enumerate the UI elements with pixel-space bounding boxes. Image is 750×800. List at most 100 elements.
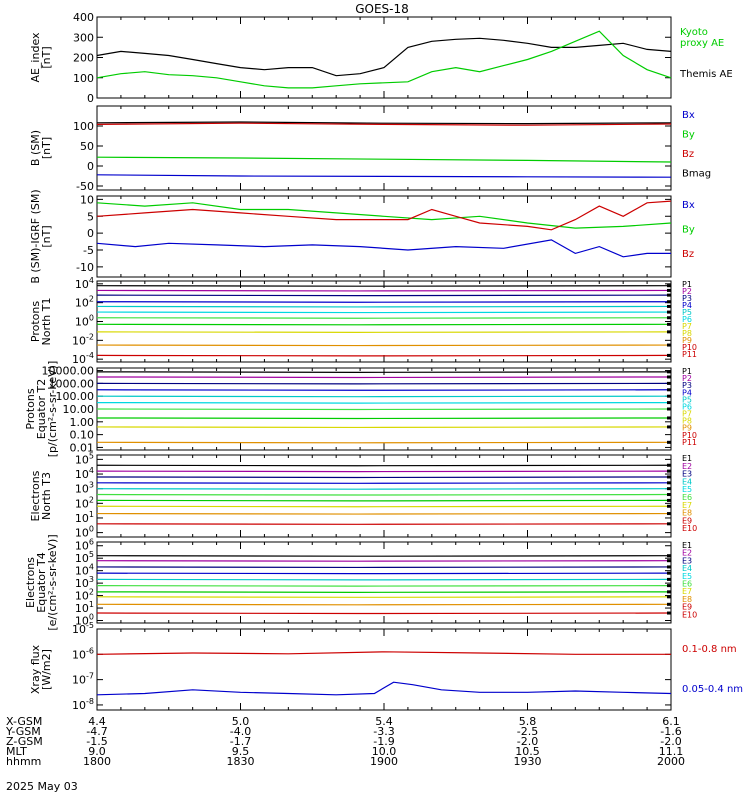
channel-line-4 [96, 395, 672, 398]
legend-entry: E5 [682, 485, 692, 494]
legend-entry: P4 [682, 388, 692, 397]
y-tick-label: 0 [87, 227, 94, 240]
y-tick-label: 104 [75, 466, 94, 481]
channel-line-7 [96, 417, 672, 420]
y-tick-label: 10.00 [63, 403, 95, 416]
x-row-label: hhmm [6, 755, 41, 768]
y-tick-label: 102 [75, 495, 94, 510]
channel-line-9 [96, 612, 672, 615]
x-tick-value: -3.3 [373, 725, 394, 738]
edge-marker [667, 498, 671, 502]
x-tick-value: -1.6 [660, 725, 681, 738]
x-tick-value: 1800 [83, 755, 111, 768]
channel-line-3 [96, 389, 672, 391]
panel-bsm: -50 0 50 100 B (SM)[nT] Bx By Bz Bmag [29, 105, 711, 193]
legend-entry: E9 [682, 516, 692, 525]
y-tick-label: 105 [75, 451, 94, 466]
x-tick-value: -2.0 [660, 735, 681, 748]
x-tick-value: 10.0 [372, 745, 397, 758]
edge-marker [667, 463, 671, 467]
legend-entry: P1 [682, 367, 692, 376]
edge-marker [667, 330, 671, 334]
edge-marker [667, 554, 671, 558]
channel-line-2 [96, 566, 672, 569]
edge-marker [667, 293, 671, 297]
legend-entry: P5 [682, 308, 692, 317]
y-tick-label: 10-8 [72, 697, 94, 712]
x-tick-value: 1930 [514, 755, 542, 768]
y-tick-label: 100 [73, 120, 94, 133]
y-tick-label: 1000.00 [49, 377, 95, 390]
x-row-label: MLT [6, 745, 27, 758]
x-tick-value: -4.0 [230, 725, 251, 738]
edge-marker [667, 394, 671, 398]
y-axis-label: Electrons [29, 470, 42, 521]
y-axis-label: North T3 [40, 472, 53, 520]
edge-marker [667, 388, 671, 392]
legend-entry: Themis AE [679, 69, 733, 80]
y-axis-label: [nT] [40, 46, 53, 68]
x-tick-value: -2.0 [517, 735, 538, 748]
series-line-1 [96, 122, 672, 126]
channel-line-0 [96, 371, 672, 373]
channel-line-1 [96, 376, 672, 379]
edge-marker [667, 559, 671, 563]
channel-line-4 [96, 305, 672, 308]
channel-line-5 [96, 311, 672, 314]
legend-entry: P3 [682, 381, 692, 390]
legend-entry: E3 [682, 470, 692, 479]
edge-marker [667, 595, 671, 599]
panel-frame [96, 280, 672, 363]
legend-entry: P11 [682, 438, 697, 447]
channel-line-4 [96, 488, 672, 490]
y-axis-label: [W/m2] [40, 649, 53, 690]
edge-marker [667, 565, 671, 569]
x-tick-value: 9.0 [88, 745, 106, 758]
series-line-3 [96, 174, 672, 178]
channel-line-6 [96, 499, 672, 502]
y-tick-label: -10 [76, 261, 94, 274]
edge-marker [667, 611, 671, 615]
x-tick-value: 6.1 [662, 715, 680, 728]
edge-marker [667, 475, 671, 479]
legend-entry: P10 [682, 343, 697, 352]
y-tick-label: 200 [73, 52, 94, 65]
legend-entry: P2 [682, 374, 692, 383]
channel-line-9 [96, 344, 672, 347]
channel-line-2 [96, 476, 672, 479]
legend-entry: By [682, 225, 695, 236]
y-tick-label: 102 [75, 295, 94, 310]
edge-marker [667, 493, 671, 497]
series-line-1 [96, 202, 672, 229]
legend-entry: P10 [682, 431, 697, 440]
channel-line-8 [96, 512, 672, 515]
legend-entry: proxy AE [680, 38, 724, 49]
legend-entry: E3 [682, 556, 692, 565]
legend-entry: P7 [682, 410, 692, 419]
x-tick-value: 1830 [227, 755, 255, 768]
edge-marker [667, 469, 671, 473]
channel-line-8 [96, 426, 672, 429]
channel-line-1 [96, 289, 672, 292]
y-tick-label: -5 [83, 244, 94, 257]
panel-bigrf: -10 -5 0 5 10 B (SM)-IGRF (SM)[nT] Bx By Bz [29, 189, 695, 283]
channel-line-0 [96, 285, 672, 287]
edge-marker [667, 304, 671, 308]
y-axis-label: B (SM)-IGRF (SM) [29, 189, 42, 283]
legend-entry: E4 [682, 477, 692, 486]
channel-line-5 [96, 493, 672, 496]
channel-line-3 [96, 482, 672, 484]
legend-entry: E1 [682, 541, 692, 550]
y-tick-label: 400 [73, 11, 94, 24]
legend-entry: E7 [682, 587, 692, 596]
channel-line-7 [96, 596, 672, 598]
edge-marker [667, 401, 671, 405]
series-line-0 [96, 651, 671, 655]
channel-line-8 [96, 331, 672, 333]
edge-marker [667, 375, 671, 379]
y-tick-label: 104 [75, 276, 94, 291]
x-row-label: X-GSM [6, 715, 42, 728]
